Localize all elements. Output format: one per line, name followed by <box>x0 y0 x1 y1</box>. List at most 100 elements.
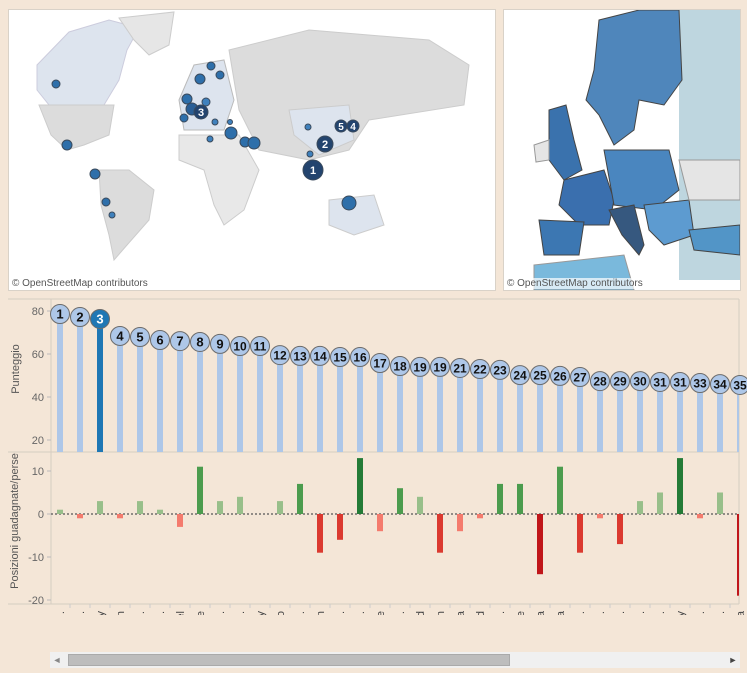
change-bar[interactable] <box>417 496 423 514</box>
bubble-spain[interactable] <box>179 113 189 123</box>
country-label[interactable]: Singap.. <box>55 611 67 651</box>
score-stem[interactable] <box>337 357 343 452</box>
change-bar[interactable] <box>237 496 243 514</box>
score-rank-marker[interactable] <box>410 356 430 377</box>
change-bar[interactable] <box>437 514 443 553</box>
bubble-rank-2[interactable] <box>316 135 334 153</box>
score-stem[interactable] <box>117 335 123 452</box>
score-stem[interactable] <box>597 381 603 452</box>
score-rank-marker[interactable] <box>510 365 530 386</box>
country-label[interactable]: United .. <box>215 611 227 652</box>
score-stem[interactable] <box>317 355 323 452</box>
change-bar[interactable] <box>517 483 523 514</box>
change-bar[interactable] <box>737 514 739 596</box>
country-label[interactable]: Finland <box>415 611 427 647</box>
score-stem[interactable] <box>357 357 363 452</box>
bubble-rank-1[interactable] <box>302 159 324 181</box>
score-rank-marker[interactable] <box>590 371 610 392</box>
score-stem[interactable] <box>77 317 83 452</box>
bubble-canada[interactable] <box>51 79 61 89</box>
bubble-finland[interactable] <box>215 70 225 80</box>
score-stem[interactable] <box>457 367 463 452</box>
score-stem[interactable] <box>297 355 303 452</box>
bubble-argentina[interactable] <box>108 211 116 219</box>
score-rank-marker[interactable] <box>650 371 670 392</box>
country-label[interactable]: Spain <box>315 611 327 639</box>
score-rank-marker[interactable] <box>210 333 230 354</box>
country-label[interactable]: Roman.. <box>635 611 647 653</box>
country-label[interactable]: Japan <box>115 611 127 641</box>
country-label[interactable]: Switze.. <box>335 611 347 650</box>
score-rank-marker[interactable] <box>150 330 170 351</box>
bubble-germany[interactable] <box>201 97 211 107</box>
change-bar[interactable] <box>457 514 463 532</box>
bubble-thailand[interactable] <box>306 150 314 158</box>
change-bar[interactable] <box>397 488 403 514</box>
country-label[interactable]: Ecuad.. <box>295 611 307 648</box>
country-label[interactable]: Germa.. <box>495 611 507 651</box>
score-stem[interactable] <box>497 369 503 452</box>
country-label[interactable]: South .. <box>135 611 147 649</box>
score-stem[interactable] <box>97 318 103 452</box>
score-stem[interactable] <box>677 381 683 452</box>
scroll-left-arrow[interactable]: ◄ <box>52 655 62 665</box>
score-rank-marker[interactable] <box>70 307 90 328</box>
score-rank-marker[interactable] <box>610 371 630 392</box>
score-rank-marker[interactable] <box>710 374 730 395</box>
score-stem[interactable] <box>177 341 183 452</box>
score-stem[interactable] <box>737 384 739 452</box>
bubble-china[interactable] <box>304 123 312 131</box>
score-rank-marker[interactable] <box>130 327 150 348</box>
change-bar[interactable] <box>597 514 603 519</box>
change-bar[interactable] <box>697 514 703 519</box>
score-stem[interactable] <box>277 355 283 452</box>
change-bar[interactable] <box>197 466 203 514</box>
score-stem[interactable] <box>157 340 163 452</box>
bubble-oman[interactable] <box>247 136 261 150</box>
country-label[interactable]: Sweden <box>435 611 447 651</box>
change-bar[interactable] <box>677 458 683 514</box>
score-rank-marker[interactable] <box>530 365 550 386</box>
score-rank-marker[interactable] <box>630 371 650 392</box>
score-stem[interactable] <box>417 366 423 452</box>
score-stem[interactable] <box>437 366 443 452</box>
score-rank-marker[interactable] <box>490 359 510 380</box>
europe-map[interactable]: © OpenStreetMap contributors <box>503 9 741 291</box>
change-bar[interactable] <box>317 514 323 553</box>
country-label[interactable]: Czech .. <box>395 611 407 651</box>
score-stem[interactable] <box>697 383 703 452</box>
change-bar[interactable] <box>357 458 363 514</box>
score-stem[interactable] <box>397 366 403 452</box>
country-label[interactable]: Libya <box>535 610 547 637</box>
change-bar[interactable] <box>277 501 283 514</box>
country-label[interactable]: France <box>195 611 207 645</box>
score-rank-marker[interactable] <box>50 304 70 325</box>
score-rank-marker[interactable] <box>670 371 690 392</box>
change-bar[interactable] <box>137 501 143 514</box>
score-stem[interactable] <box>717 384 723 452</box>
bubble-saudi[interactable] <box>224 126 238 140</box>
change-bar[interactable] <box>57 509 63 514</box>
change-bar[interactable] <box>157 509 163 514</box>
score-rank-marker[interactable] <box>330 347 350 368</box>
country-label[interactable]: China <box>555 610 567 640</box>
bubble-rank-3[interactable] <box>193 104 209 120</box>
score-rank-marker[interactable] <box>470 359 490 380</box>
change-bar[interactable] <box>337 514 343 540</box>
change-bar[interactable] <box>537 514 543 575</box>
country-label[interactable]: Greece <box>515 611 527 647</box>
score-rank-marker[interactable] <box>690 373 710 394</box>
bubble-sweden[interactable] <box>194 73 206 85</box>
change-bar[interactable] <box>657 492 663 515</box>
country-label[interactable]: Portug.. <box>595 611 607 650</box>
country-label[interactable]: Mexico <box>275 611 287 646</box>
score-rank-marker[interactable] <box>350 347 370 368</box>
country-label[interactable]: Norway <box>255 611 267 649</box>
change-bar[interactable] <box>77 514 83 519</box>
score-rank-marker[interactable] <box>450 357 470 378</box>
country-label[interactable]: Saudi .. <box>355 611 367 648</box>
change-bar[interactable] <box>577 514 583 553</box>
change-bar[interactable] <box>497 483 503 514</box>
score-stem[interactable] <box>57 314 63 452</box>
score-stem[interactable] <box>377 363 383 452</box>
